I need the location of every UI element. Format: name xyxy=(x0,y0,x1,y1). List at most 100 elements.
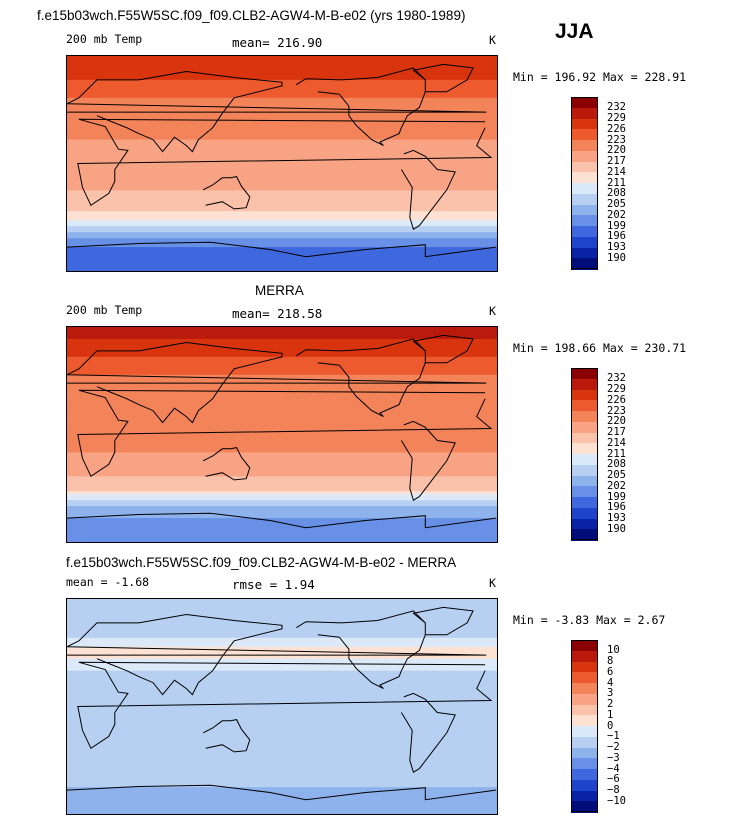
field-band xyxy=(67,685,497,690)
panel3-mean: mean = -1.68 xyxy=(66,575,150,589)
field-band xyxy=(67,497,497,501)
field-band xyxy=(67,682,497,687)
colorbar-tick-label: 226 xyxy=(607,122,626,135)
field-band xyxy=(67,139,497,144)
field-band xyxy=(67,350,497,355)
field-band xyxy=(67,434,497,438)
field-band xyxy=(67,181,497,185)
field-band xyxy=(67,127,497,132)
field-band xyxy=(67,655,497,660)
colorbar-tick-label: 217 xyxy=(607,155,626,167)
field-band xyxy=(67,524,497,528)
field-band xyxy=(67,94,497,99)
colorbar-tick-label: 229 xyxy=(607,112,626,124)
field-band xyxy=(67,781,497,785)
field-band xyxy=(67,154,497,159)
field-band xyxy=(67,446,497,450)
panel3-colorbar: 10 8 6 4 3 2 1 0 −1 −2 −3 −4 −6 −8 −10 xyxy=(571,640,661,813)
field-band xyxy=(67,775,497,779)
field-band xyxy=(67,136,497,141)
africa-outline xyxy=(77,389,493,478)
field-band xyxy=(67,175,497,179)
colorbar-tick-label: 2 xyxy=(607,698,614,710)
season-label: JJA xyxy=(555,20,594,43)
north-america-outline xyxy=(296,610,426,690)
field-band xyxy=(67,256,497,260)
field-band xyxy=(67,796,497,800)
field-band xyxy=(67,643,497,648)
field-band xyxy=(67,199,497,203)
field-band xyxy=(67,599,497,603)
field-band xyxy=(67,347,497,352)
field-band xyxy=(67,265,497,269)
field-band xyxy=(67,476,497,480)
south-america-outline xyxy=(400,420,456,501)
field-band xyxy=(67,679,497,684)
field-band xyxy=(67,449,497,453)
field-band xyxy=(67,739,497,743)
field-band xyxy=(67,539,497,542)
field-band xyxy=(67,790,497,794)
field-band xyxy=(67,371,497,376)
field-band xyxy=(67,622,497,627)
field-band xyxy=(67,419,497,424)
field-band xyxy=(67,220,497,224)
panel1-mean: mean= 216.90 xyxy=(232,35,323,50)
field-band xyxy=(67,380,497,385)
colorbar-tick-label: 196 xyxy=(607,501,626,514)
colorbar-frame xyxy=(571,97,598,269)
field-band xyxy=(67,604,497,609)
field-band xyxy=(67,652,497,657)
field-band xyxy=(67,205,497,209)
field-band xyxy=(67,619,497,624)
field-band xyxy=(67,742,497,746)
colorbar-tick-label: 208 xyxy=(607,458,626,471)
field-band xyxy=(67,706,497,710)
colorbar-tick-label: −3 xyxy=(607,751,620,764)
field-band xyxy=(67,745,497,749)
panel2-variable-label: 200 mb Temp xyxy=(66,303,143,317)
case-title: f.e15b03wch.F55W5SC.f09_f09.CLB2-AGW4-M-… xyxy=(37,8,466,23)
field-band xyxy=(67,341,497,346)
colorbar-tick-label: 199 xyxy=(607,219,626,232)
field-band xyxy=(67,223,497,227)
field-band xyxy=(67,787,497,791)
field-band xyxy=(67,235,497,239)
colorbar-tick-label: −4 xyxy=(607,762,620,775)
field-band xyxy=(67,356,497,361)
north-america-outline xyxy=(296,338,426,418)
map-canvas xyxy=(67,599,497,814)
field-band xyxy=(67,431,497,435)
field-band xyxy=(67,103,497,108)
colorbar-tick-label: 217 xyxy=(607,426,626,438)
colorbar-tick-label: 232 xyxy=(607,372,626,385)
colorbar-tick-label: 1 xyxy=(607,708,614,721)
field-band xyxy=(67,494,497,498)
field-band xyxy=(67,115,497,120)
panel3-units: K xyxy=(489,576,496,590)
field-band xyxy=(67,166,497,170)
field-band xyxy=(67,664,497,669)
field-band xyxy=(67,211,497,215)
field-band xyxy=(67,172,497,176)
field-band xyxy=(67,422,497,427)
field-band xyxy=(67,169,497,173)
africa-outline xyxy=(77,118,493,207)
field-band xyxy=(67,464,497,468)
field-band xyxy=(67,229,497,233)
field-band xyxy=(67,244,497,248)
map-canvas xyxy=(67,56,497,271)
field-band xyxy=(67,190,497,194)
field-band xyxy=(67,124,497,129)
field-band xyxy=(67,76,497,81)
field-band xyxy=(67,91,497,96)
colorbar-tick-label: 10 xyxy=(607,644,620,657)
field-band xyxy=(67,799,497,803)
field-band xyxy=(67,148,497,153)
field-band xyxy=(67,515,497,519)
colorbar-tick-label: 0 xyxy=(607,719,614,732)
panel3-title: f.e15b03wch.F55W5SC.f09_f09.CLB2-AGW4-M-… xyxy=(66,555,457,570)
colorbar-tick-label: 205 xyxy=(607,198,626,210)
field-band xyxy=(67,691,497,696)
field-band xyxy=(67,410,497,415)
